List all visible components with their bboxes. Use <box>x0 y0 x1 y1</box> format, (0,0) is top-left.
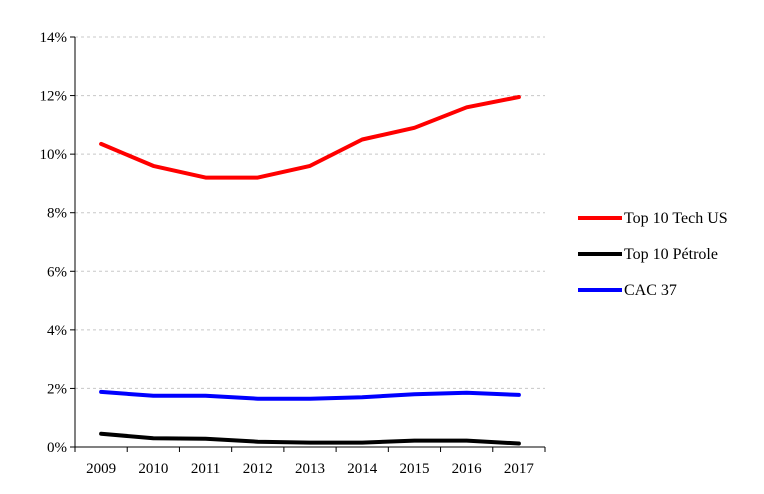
x-tick-label: 2016 <box>452 461 483 477</box>
legend-label: Top 10 Tech US <box>624 210 728 227</box>
y-tick-label: 2% <box>47 381 67 397</box>
y-tick-label: 8% <box>47 206 67 222</box>
gridlines <box>75 36 545 389</box>
legend-label: Top 10 Pétrole <box>624 246 718 263</box>
x-tick-label: 2012 <box>243 461 273 477</box>
x-tick-label: 2015 <box>399 461 429 477</box>
y-tick-label: 0% <box>47 440 67 456</box>
legend-label: CAC 37 <box>624 282 677 299</box>
x-tick-label: 2013 <box>295 461 325 477</box>
axes <box>70 36 546 452</box>
series-line-2 <box>99 389 521 401</box>
x-tick-label: 2009 <box>86 461 116 477</box>
y-axis-ticks: 0% 2% 4% 6% 8% 10% 12% 14% <box>40 30 68 456</box>
x-tick-label: 2010 <box>138 461 168 477</box>
series-lines <box>99 95 521 446</box>
x-tick-label: 2017 <box>504 461 535 477</box>
y-tick-label: 10% <box>40 147 68 163</box>
y-tick-label: 14% <box>40 30 68 46</box>
series-line-1 <box>99 431 521 446</box>
y-tick-label: 12% <box>40 89 68 105</box>
series-line-0 <box>99 95 521 180</box>
x-tick-label: 2014 <box>347 461 378 477</box>
y-tick-label: 4% <box>47 323 67 339</box>
x-tick-label: 2011 <box>191 461 220 477</box>
x-axis-ticks: 2009 2010 2011 2012 2013 2014 2015 2016 2017 <box>86 461 534 477</box>
y-tick-label: 6% <box>47 264 67 280</box>
legend: Top 10 Tech US Top 10 Pétrole CAC 37 <box>578 210 728 299</box>
